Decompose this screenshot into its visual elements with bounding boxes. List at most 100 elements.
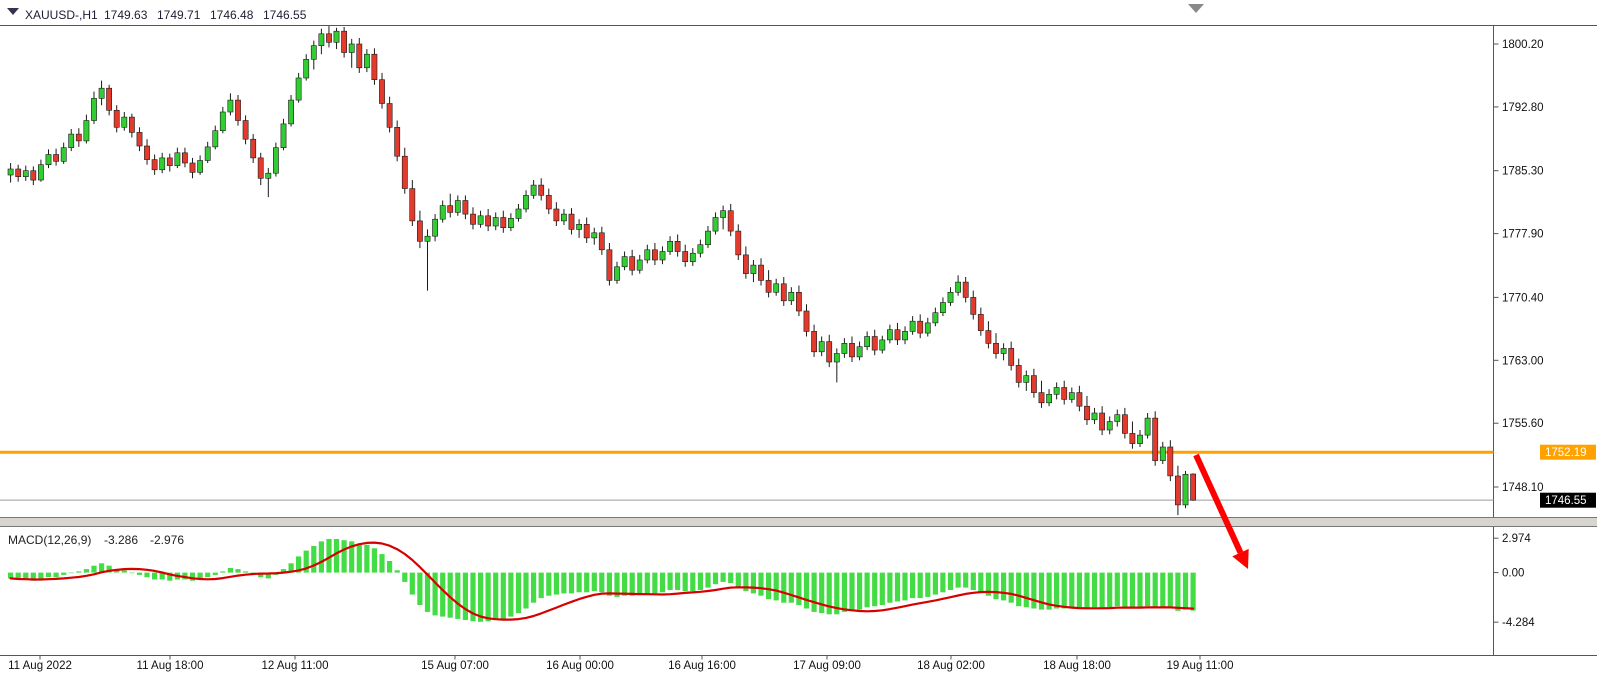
price-scale[interactable]: 1800.20 1792.80 1785.30 1777.90 1770.40 1763.… [1493,39,1544,494]
macd-axis-label: 2.974 [1502,533,1531,545]
candle-body [1099,412,1105,431]
candle-body [113,110,120,128]
candle-body [939,302,946,313]
macd-main-value: -3.286 [104,533,138,547]
macd-bar [781,572,787,603]
candle-body [993,342,999,354]
candle-body [477,215,484,225]
candle-body [659,251,666,261]
macd-bar [478,572,484,622]
macd-bar [538,572,544,599]
macd-bar [599,572,605,593]
macd-bar [531,572,537,603]
current-price-tag: 1746.55 [1540,492,1596,508]
candle-body [674,241,681,252]
candle-body [257,157,264,179]
candle-body [1000,348,1007,354]
shift-marker-icon[interactable] [1188,4,1204,13]
candle-body [1023,375,1030,383]
macd-bar [629,572,635,596]
macd-bar [311,546,317,573]
macd-bar [652,572,658,594]
candle-body [265,172,272,179]
macd-bar [136,572,143,575]
candle-body [363,53,370,69]
candles-layer [7,26,1196,516]
macd-bar [432,572,438,616]
candle-body [1114,414,1121,422]
candle-body [871,336,878,351]
candle-body [636,259,643,271]
macd-signal-value: -2.976 [150,533,184,547]
candle-body [894,329,901,341]
macd-bar [45,572,52,578]
candle-body [1175,475,1181,506]
macd-bar [993,572,999,600]
macd-bar [1160,572,1166,608]
candle-body [432,218,438,237]
macd-bar [1091,572,1098,608]
candle-body [803,310,810,332]
macd-bar [584,572,590,593]
time-axis-label: 12 Aug 11:00 [262,660,329,672]
macd-bar [1054,572,1060,609]
candle-body [219,111,226,132]
trend-arrow-object[interactable] [1193,453,1249,569]
candle-body [621,256,628,268]
candle-body [1137,434,1143,444]
panel-splitter[interactable] [0,517,1597,527]
time-axis-label: 15 Aug 07:00 [421,660,489,672]
macd-bar [15,572,21,580]
macd-bar [288,563,294,573]
macd-bar [872,572,878,607]
candle-body [500,217,507,228]
macd-histogram [8,539,1196,622]
macd-bar [235,569,241,573]
candle-body [492,217,499,227]
price-axis-label: 1777.90 [1502,229,1544,241]
symbol-timeframe-label: XAUUSD-,H1 [25,8,98,22]
macd-bar [38,572,44,580]
macd-bar [705,572,711,588]
time-axis-label: 11 Aug 18:00 [137,660,204,672]
candle-body [1091,412,1098,421]
candle-body [98,87,105,99]
candle-body [310,45,317,60]
candle-body [1068,392,1075,400]
candle-body [932,312,939,324]
macd-bar [409,572,415,595]
candle-body [515,208,522,219]
macd-bar [659,572,666,593]
symbol-dropdown-icon[interactable] [7,8,19,15]
macd-bar [296,556,302,573]
candle-body [1144,417,1151,436]
macd-bar [1046,572,1052,610]
candle-body [644,249,651,261]
macd-signal-line [9,541,1195,621]
time-scale[interactable]: 11 Aug 2022 11 Aug 18:00 12 Aug 11:00 15 Au… [8,655,1233,673]
candle-body [568,213,575,230]
candle-body [1046,393,1052,404]
candle-body [197,160,203,173]
macd-bar [379,554,385,573]
candle-body [15,168,22,177]
candle-body [924,322,931,334]
macd-bar [940,572,946,593]
candle-body [833,353,840,363]
macd-bar [303,550,309,573]
macd-bar [227,568,233,573]
time-axis-label: 18 Aug 02:00 [917,660,985,672]
macd-scale[interactable]: 2.974 0.00 -4.284 [1493,533,1536,629]
chart-frame [0,25,1597,656]
macd-bar [455,572,461,619]
macd-bar [849,572,855,611]
macd-axis-label: -4.284 [1502,617,1535,629]
candle-body [60,147,67,162]
candle-body [68,133,75,149]
candle-body [667,241,673,252]
candle-body [818,341,825,353]
macd-bar [1175,572,1181,611]
macd-bar [637,572,643,595]
